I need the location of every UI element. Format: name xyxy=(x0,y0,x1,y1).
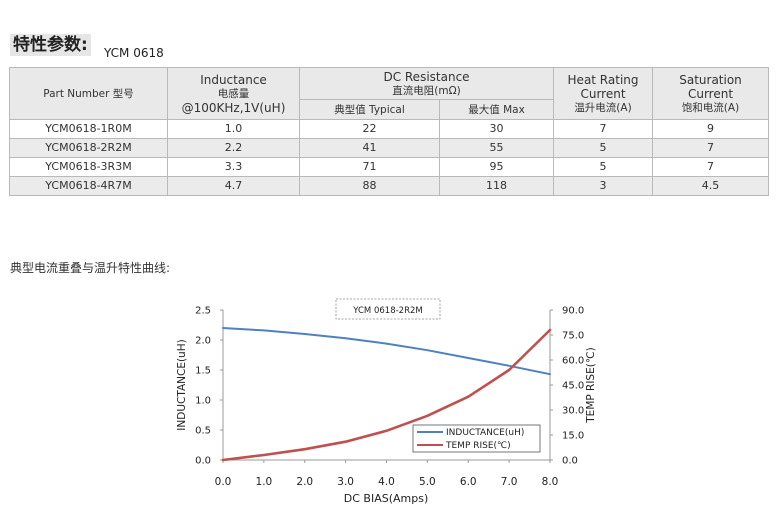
cell-dcr-max: 118 xyxy=(438,176,555,196)
spec-title: 特性参数: xyxy=(10,34,91,56)
table-row: YCM0618-1R0M 1.0 22 30 7 9 xyxy=(9,119,770,139)
x-tick-label: 3.0 xyxy=(337,476,354,488)
y2-tick-label: 60.0 xyxy=(562,356,584,367)
x-axis-label: DC BIAS(Amps) xyxy=(344,492,428,505)
y2-tick-label: 75.0 xyxy=(562,331,584,342)
curve-caption: 典型电流重叠与温升特性曲线: xyxy=(10,261,171,275)
cell-inductance: 4.7 xyxy=(167,176,300,196)
cell-dcr-max: 95 xyxy=(438,157,555,177)
spec-model: YCM 0618 xyxy=(104,46,164,60)
header-part-number: Part Number 型号 xyxy=(9,67,168,120)
y-tick-label: 0.5 xyxy=(195,426,211,437)
cell-dcr-max: 55 xyxy=(438,138,555,158)
legend-label-inductance: INDUCTANCE(uH) xyxy=(446,428,524,438)
chart-title-box xyxy=(335,298,441,320)
cell-heat-current: 3 xyxy=(553,176,654,196)
y-tick-label: 1.5 xyxy=(195,366,211,377)
cell-heat-current: 5 xyxy=(553,138,654,158)
x-tick-label: 0.0 xyxy=(215,476,232,488)
x-tick-label: 8.0 xyxy=(542,476,559,488)
y-tick-label: 1.0 xyxy=(195,396,211,407)
x-tick-label: 2.0 xyxy=(296,476,313,488)
cell-part: YCM0618-4R7M xyxy=(9,176,168,196)
header-inductance: Inductance 电感量 @100KHz,1V(uH) xyxy=(167,67,300,120)
x-tick-label: 4.0 xyxy=(378,476,395,488)
x-tick-label: 5.0 xyxy=(419,476,436,488)
y-tick-label: 2.0 xyxy=(195,336,211,347)
spec-table: Part Number 型号 Inductance 电感量 @100KHz,1V… xyxy=(9,67,770,196)
cell-dcr-typical: 88 xyxy=(299,176,440,196)
y2-tick-label: 90.0 xyxy=(562,306,584,317)
y2-tick-label: 30.0 xyxy=(562,406,584,417)
inductance-curve xyxy=(222,327,551,376)
header-saturation: Saturation Current 饱和电流(A) xyxy=(652,67,770,120)
chart-title: YCM 0618-2R2M xyxy=(352,306,422,316)
cell-part: YCM0618-3R3M xyxy=(9,157,168,177)
y2-tick-label: 15.0 xyxy=(562,431,584,442)
cell-part: YCM0618-1R0M xyxy=(9,119,168,139)
x-tick-label: 7.0 xyxy=(501,476,518,488)
y-axis-label: INDUCTANCE(uH) xyxy=(176,339,188,430)
y2-tick-label: 45.0 xyxy=(562,381,584,392)
y2-axis-label: TEMP RISE(℃) xyxy=(585,347,597,423)
legend-label-temp-rise: TEMP RISE(℃) xyxy=(445,441,511,451)
table-row: YCM0618-3R3M 3.3 71 95 5 7 xyxy=(9,157,770,177)
y2-tick-label: 0.0 xyxy=(562,456,578,467)
cell-dcr-typical: 41 xyxy=(299,138,440,158)
cell-sat-current: 4.5 xyxy=(652,176,770,196)
y-tick-label: 0.0 xyxy=(195,456,211,467)
temp-rise-curve xyxy=(221,328,552,462)
chart-legend: INDUCTANCE(uH) TEMP RISE(℃) xyxy=(412,424,541,453)
table-row: YCM0618-4R7M 4.7 88 118 3 4.5 xyxy=(9,176,770,196)
y-tick-label: 2.5 xyxy=(195,306,211,317)
header-dcr-max: 最大值 Max xyxy=(438,99,555,120)
cell-part: YCM0618-2R2M xyxy=(9,138,168,158)
table-row: YCM0618-2R2M 2.2 41 55 5 7 xyxy=(9,138,770,158)
x-tick-label: 6.0 xyxy=(460,476,477,488)
x-tick-label: 1.0 xyxy=(256,476,273,488)
section-header: 特性参数: xyxy=(10,30,91,56)
